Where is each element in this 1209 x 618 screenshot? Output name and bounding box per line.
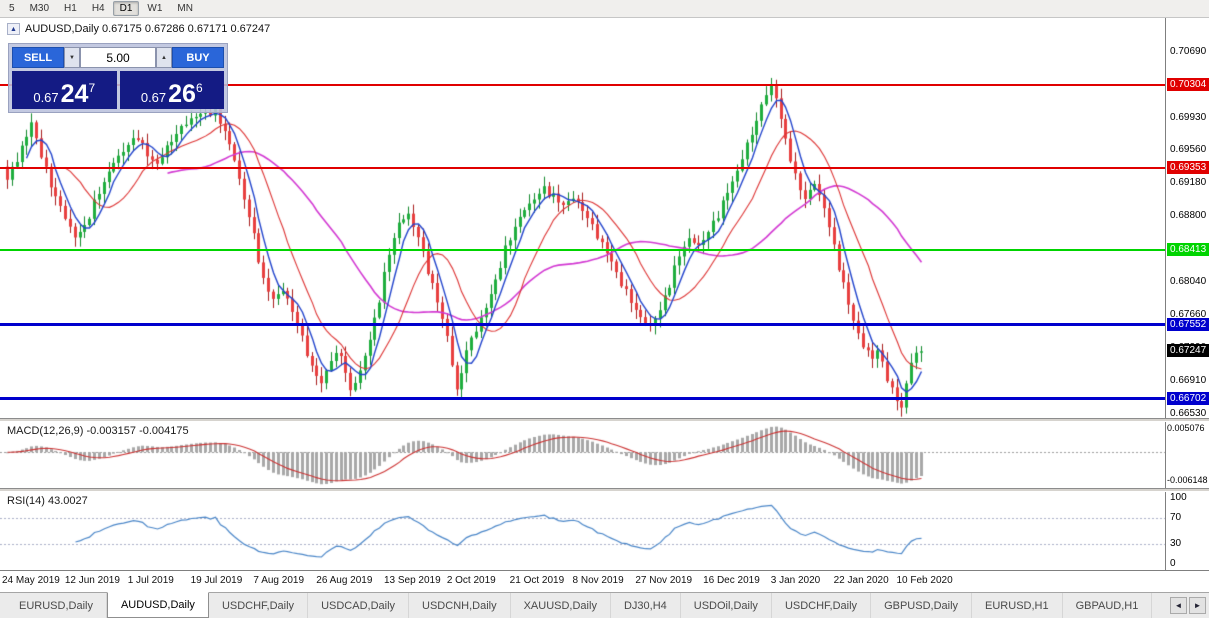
tabs-scroll-left-button[interactable]: ◄ xyxy=(1170,597,1187,614)
pane-separator[interactable] xyxy=(0,418,1209,422)
rsi-indicator-canvas[interactable] xyxy=(0,492,1165,570)
price-axis-tick: 0.70690 xyxy=(1170,45,1207,57)
date-axis-label: 16 Dec 2019 xyxy=(703,575,760,586)
price-level-badge: 0.70304 xyxy=(1167,78,1209,92)
timeframe-button-d1[interactable]: D1 xyxy=(112,1,140,16)
rsi-axis-tick: 30 xyxy=(1170,538,1182,550)
rsi-label: RSI(14) 43.0027 xyxy=(7,495,88,507)
current-price-badge: 0.67247 xyxy=(1167,344,1209,358)
macd-axis-min: -0.006148 xyxy=(1167,475,1208,485)
macd-label: MACD(12,26,9) -0.003157 -0.004175 xyxy=(7,425,189,437)
sell-price-base: 0.67 xyxy=(33,90,59,105)
chart-tab-usdoil-daily[interactable]: USDOil,Daily xyxy=(681,593,772,618)
sell-button[interactable]: SELL xyxy=(12,47,64,68)
price-axis-tick: 0.68040 xyxy=(1170,276,1207,288)
chart-tabs-bar: EURUSD,Daily AUDUSD,Daily USDCHF,Daily USDC… xyxy=(0,592,1209,618)
volume-decrease-button[interactable]: ▼ xyxy=(64,47,80,68)
sell-price-pips: 24 xyxy=(60,80,89,108)
date-axis-label: 3 Jan 2020 xyxy=(770,575,821,586)
buy-price-display[interactable]: 0.67 26 6 xyxy=(119,71,224,109)
date-axis-label: 7 Aug 2019 xyxy=(253,575,305,586)
macd-axis: 0.005076 -0.006148 xyxy=(1165,422,1209,488)
timeframe-button-h4[interactable]: H4 xyxy=(91,3,105,14)
price-axis-tick: 0.69180 xyxy=(1170,177,1207,189)
one-click-panel-toggle-icon[interactable]: ▲ xyxy=(7,23,20,35)
trade-quotes-row: 0.67 24 7 0.67 26 6 xyxy=(12,71,224,109)
rsi-axis-tick: 0 xyxy=(1170,558,1176,569)
sell-price-display[interactable]: 0.67 24 7 xyxy=(12,71,117,109)
date-axis: 24 May 2019 12 Jun 2019 1 Jul 2019 19 Jul 2… xyxy=(0,570,1209,592)
trade-controls-row: SELL ▼ 5.00 ▲ BUY xyxy=(12,47,224,68)
volume-input[interactable]: 5.00 xyxy=(80,47,156,68)
buy-price-pips: 26 xyxy=(168,80,196,108)
chart-tab-dj30-h4[interactable]: DJ30,H4 xyxy=(611,593,681,618)
date-axis-label: 19 Jul 2019 xyxy=(190,575,243,586)
sell-price-point: 7 xyxy=(88,81,96,95)
chart-symbol-ohlc-title: AUDUSD,Daily 0.67175 0.67286 0.67171 0.6… xyxy=(25,23,271,35)
price-axis-tick: 0.69930 xyxy=(1170,112,1207,123)
volume-increase-button[interactable]: ▲ xyxy=(156,47,172,68)
buy-price-point: 6 xyxy=(195,81,203,95)
timeframe-button-m30[interactable]: M30 xyxy=(29,3,50,14)
buy-button[interactable]: BUY xyxy=(172,47,224,68)
chart-tab-gbpusd-daily[interactable]: GBPUSD,Daily xyxy=(871,593,973,618)
pane-separator[interactable] xyxy=(0,488,1209,492)
rsi-axis-tick: 70 xyxy=(1170,511,1182,523)
timeframe-button-5[interactable]: 5 xyxy=(9,3,15,14)
one-click-trading-panel: SELL ▼ 5.00 ▲ BUY 0.67 24 7 0.67 26 6 xyxy=(8,43,228,113)
price-axis-tick: 0.68800 xyxy=(1170,210,1207,222)
date-axis-label: 8 Nov 2019 xyxy=(572,575,624,586)
chart-tab-eurusd-daily[interactable]: EURUSD,Daily xyxy=(6,593,107,618)
tabs-scroll-right-button[interactable]: ► xyxy=(1189,597,1206,614)
price-level-badge: 0.69353 xyxy=(1167,161,1209,175)
chart-area: ▲ AUDUSD,Daily 0.67175 0.67286 0.67171 0… xyxy=(0,18,1209,592)
chart-title-bar: ▲ AUDUSD,Daily 0.67175 0.67286 0.67171 0… xyxy=(7,23,270,35)
price-axis-tick: 0.66530 xyxy=(1170,407,1207,419)
macd-axis-max: 0.005076 xyxy=(1167,423,1205,433)
buy-price-base: 0.67 xyxy=(140,90,167,105)
rsi-axis-tick: 100 xyxy=(1170,492,1187,503)
macd-indicator-canvas[interactable] xyxy=(0,422,1165,488)
date-axis-label: 24 May 2019 xyxy=(2,575,60,586)
chart-tab-xauusd-daily[interactable]: XAUUSD,Daily xyxy=(511,593,611,618)
chart-tab-usdchf-daily[interactable]: USDCHF,Daily xyxy=(209,593,309,618)
date-axis-label: 21 Oct 2019 xyxy=(509,575,565,586)
timeframe-button-w1[interactable]: W1 xyxy=(147,3,163,14)
price-axis-tick: 0.66910 xyxy=(1170,374,1207,386)
date-axis-label: 2 Oct 2019 xyxy=(446,575,496,586)
chart-tab-usdchf-daily[interactable]: USDCHF,Daily xyxy=(772,593,872,618)
timeframe-button-mn[interactable]: MN xyxy=(177,3,193,14)
date-axis-label: 13 Sep 2019 xyxy=(383,575,441,586)
chart-tab-audusd-daily[interactable]: AUDUSD,Daily xyxy=(106,592,209,618)
price-level-badge: 0.68413 xyxy=(1167,242,1209,256)
price-axis-tick: 0.67660 xyxy=(1170,309,1207,321)
chart-tab-usdcnh-daily[interactable]: USDCNH,Daily xyxy=(409,593,511,618)
timeframe-toolbar: 5 M30 H1 H4 D1 W1 MN xyxy=(0,0,1209,18)
date-axis-label: 1 Jul 2019 xyxy=(127,575,174,586)
chart-tab-usdcad-daily[interactable]: USDCAD,Daily xyxy=(308,593,410,618)
date-axis-label: 26 Aug 2019 xyxy=(316,575,373,586)
tab-scroll-buttons: ◄ ► xyxy=(1170,597,1206,614)
price-axis-tick: 0.69560 xyxy=(1170,144,1207,156)
chart-tab-eurusd-h1[interactable]: EURUSD,H1 xyxy=(972,593,1063,618)
price-level-badge: 0.67552 xyxy=(1167,317,1209,331)
price-axis: 0.706900.703100.699300.695600.691800.688… xyxy=(1165,18,1209,419)
date-axis-label: 22 Jan 2020 xyxy=(833,575,889,586)
price-level-badge: 0.66702 xyxy=(1167,391,1209,405)
chart-tab-gbpaud-h1[interactable]: GBPAUD,H1 xyxy=(1063,593,1153,618)
timeframe-button-h1[interactable]: H1 xyxy=(64,3,77,14)
date-axis-label: 27 Nov 2019 xyxy=(635,575,693,586)
rsi-axis: 100 70 30 0 xyxy=(1165,492,1209,570)
date-axis-label: 12 Jun 2019 xyxy=(64,575,120,586)
date-axis-label: 10 Feb 2020 xyxy=(896,575,953,586)
